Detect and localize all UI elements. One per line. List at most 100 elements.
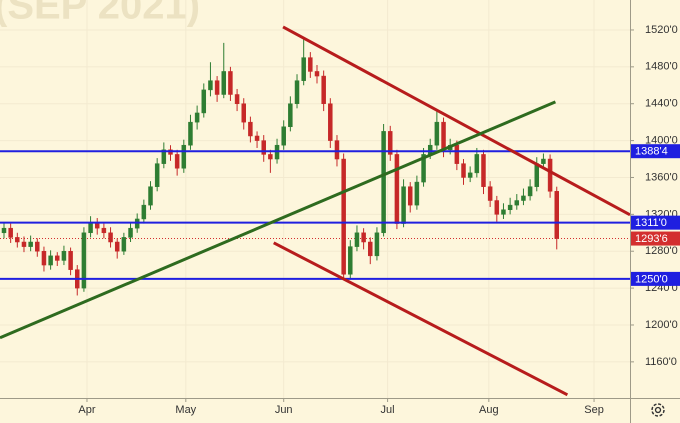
candle-body	[214, 80, 220, 95]
candle-body	[461, 163, 466, 178]
candle-body	[88, 223, 93, 234]
candle-body	[547, 158, 553, 192]
candle-body	[268, 154, 273, 160]
candle-body	[334, 140, 340, 160]
candle-body	[241, 103, 246, 123]
candle-body	[15, 237, 20, 243]
y-tick-label: 1200'0	[645, 319, 678, 331]
candle-body	[141, 204, 147, 220]
candle-body	[467, 172, 473, 178]
y-tick-label: 1360'0	[645, 171, 678, 183]
candle-body	[294, 80, 300, 104]
settings-icon[interactable]	[651, 403, 665, 417]
candle-body	[441, 121, 446, 151]
price-tag	[631, 271, 680, 286]
x-tick-label: Aug	[479, 404, 499, 416]
y-tick-label: 1440'0	[645, 98, 678, 110]
x-tick-label: Jul	[381, 404, 395, 416]
candle-body	[228, 71, 233, 95]
candle-body	[248, 121, 253, 137]
price-tag	[631, 231, 680, 246]
price-tag	[631, 144, 680, 159]
candle-body	[487, 186, 493, 201]
candle-body	[81, 232, 87, 289]
trend-line	[0, 100, 556, 340]
candle-body	[188, 121, 193, 146]
candle-body	[308, 57, 313, 72]
candle-body	[35, 241, 40, 252]
candle-body	[261, 140, 266, 155]
candle-body	[154, 163, 160, 187]
candle-body	[501, 209, 506, 215]
candle-body	[55, 255, 60, 261]
candle-body	[394, 154, 400, 224]
candle-body	[48, 255, 53, 266]
candle-body	[234, 94, 240, 104]
candle-body	[254, 135, 260, 141]
candle-body	[281, 126, 286, 146]
candle-body	[388, 131, 393, 155]
watermark-title: (SEP 2021)	[0, 0, 200, 28]
candle-body	[128, 227, 133, 238]
candle-body	[474, 154, 480, 174]
candle-body	[108, 232, 113, 243]
candle-body	[407, 186, 413, 206]
candle-body	[101, 227, 107, 234]
candle-body	[454, 144, 460, 164]
candle-body	[114, 241, 120, 252]
candle-body	[288, 103, 293, 128]
candle-body	[541, 158, 546, 164]
candle-body	[174, 154, 180, 169]
y-tick-label: 1520'0	[645, 24, 678, 36]
candle-body	[208, 80, 213, 91]
candle-body	[434, 121, 440, 146]
candle-body	[481, 154, 486, 187]
candle-body	[361, 232, 366, 243]
candle-body	[534, 163, 540, 187]
candle-body	[494, 200, 500, 215]
candle-body	[507, 204, 513, 210]
y-tick-label: 1160'0	[645, 356, 677, 368]
candle-body	[221, 71, 227, 95]
trend-line	[282, 25, 630, 217]
candle-body	[348, 246, 353, 275]
candle-body	[61, 250, 67, 261]
plot-area	[0, 0, 630, 398]
candle-body	[414, 181, 420, 206]
price-tag-label: 1388'4	[635, 146, 668, 158]
candle-body	[341, 158, 346, 275]
candle-body	[148, 186, 153, 206]
candle-body	[521, 195, 526, 201]
candle-body	[328, 103, 333, 141]
candle-body	[161, 149, 167, 164]
candle-body	[321, 75, 326, 104]
trend-line	[273, 241, 569, 397]
candle-body	[181, 144, 187, 169]
price-tag-label: 1250'0	[635, 273, 668, 285]
y-tick-label: 1280'0	[645, 245, 678, 257]
candle-body	[41, 250, 47, 266]
candle-body	[21, 241, 27, 247]
candle-body	[194, 112, 200, 123]
axes: 1160'01200'01240'01280'01320'01360'01400…	[78, 24, 680, 416]
x-tick-label: Jun	[275, 404, 293, 416]
candle-body	[28, 241, 33, 247]
price-tag	[631, 215, 680, 230]
candle-body	[514, 200, 520, 206]
price-tag-label: 1311'0	[635, 217, 667, 229]
candle-body	[1, 227, 7, 234]
candle-body	[381, 131, 386, 234]
candle-body	[401, 186, 406, 224]
candle-body	[314, 71, 320, 77]
candle-body	[121, 237, 127, 252]
y-tick-label: 1400'0	[645, 135, 678, 147]
x-tick-label: May	[175, 404, 196, 416]
candle-body	[201, 89, 207, 114]
candle-body	[68, 250, 73, 270]
y-tick-label: 1480'0	[645, 61, 678, 73]
candle-body	[374, 232, 380, 257]
price-tag-label: 1293'6	[635, 233, 668, 245]
candle-body	[301, 57, 306, 81]
candle-body	[8, 227, 13, 238]
